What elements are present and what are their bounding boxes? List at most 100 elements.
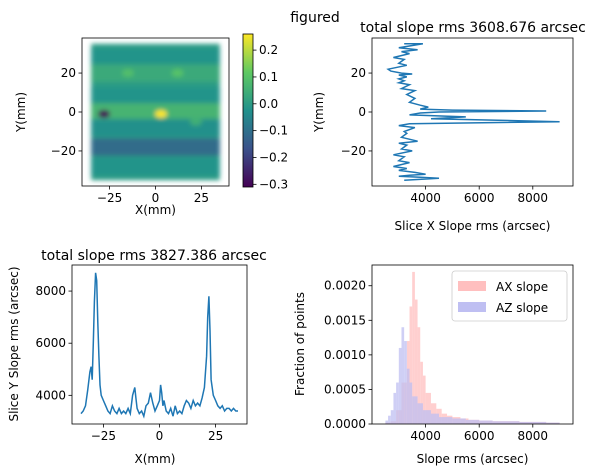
heatmap-feature	[189, 117, 202, 126]
histogram-ylabel: Fraction of points	[293, 292, 307, 396]
az-slope-bar	[430, 413, 439, 424]
histogram-ytick-label: 0.0000	[324, 417, 366, 431]
y-slope-ticks: −25 0 25 4000 6000 8000	[35, 284, 223, 443]
legend-swatch-az	[458, 302, 486, 312]
y-slope-xtick-label: 0	[156, 429, 164, 443]
heatmap-xtick-label: 25	[194, 191, 209, 205]
figure-suptitle: figured	[290, 10, 340, 26]
colorbar-tick-label: −0.1	[259, 124, 288, 138]
heatmap-xtick-label: 0	[152, 191, 160, 205]
ax-slope-bar	[412, 271, 415, 424]
az-slope-bar	[393, 392, 397, 424]
az-slope-bar	[506, 421, 520, 424]
legend-label-az: AZ slope	[496, 301, 548, 315]
heatmap-field	[91, 43, 220, 181]
heatmap-ytick-label: 0	[68, 105, 76, 119]
az-slope-bar	[388, 415, 391, 424]
heatmap-ticks: −25 0 25 −20 0 20	[51, 66, 209, 205]
az-slope-bar	[409, 382, 413, 424]
x-slope-ytick-label: 0	[358, 105, 366, 119]
x-slope-xtick-label: 4000	[410, 191, 441, 205]
az-slope-bar	[401, 327, 405, 424]
heatmap-feature	[98, 109, 111, 118]
heatmap-band	[91, 48, 220, 67]
heatmap-xlabel: X(mm)	[135, 203, 176, 217]
y-slope-xtick-label: 25	[208, 429, 223, 443]
y-slope-title: total slope rms 3827.386 arcsec	[41, 248, 267, 264]
ax-slope-bar	[409, 306, 413, 424]
ax-slope-bar	[417, 327, 421, 424]
heatmap-xtick-label: −25	[97, 191, 122, 205]
y-slope-ytick-label: 4000	[35, 388, 66, 402]
heatmap-ylabel: Y(mm)	[14, 92, 28, 133]
histogram-xtick-label: 4000	[410, 429, 441, 443]
heatmap-band	[91, 103, 220, 121]
az-slope-bar	[492, 421, 506, 424]
az-slope-bar	[452, 418, 466, 424]
x-slope-xlabel: Slice X Slope rms (arcsec)	[395, 219, 551, 233]
ax-slope-bar	[422, 375, 426, 424]
histogram-ticks: 4000 6000 8000 0.0000 0.0005 0.0010 0.0015 0.00…	[324, 279, 548, 443]
az-slope-bar	[422, 410, 431, 424]
heatmap-ytick-label: 20	[61, 66, 76, 80]
az-slope-bar	[404, 341, 407, 424]
histogram-panel: 4000 6000 8000 0.0000 0.0005 0.0010 0.0015 0.00…	[293, 264, 574, 466]
histogram-legend: AX slope AZ slope	[451, 270, 568, 322]
ax-slope-bar	[425, 392, 431, 424]
y-slope-xlabel: X(mm)	[135, 452, 176, 466]
histogram-ytick-label: 0.0005	[324, 382, 366, 396]
legend-label-ax: AX slope	[496, 280, 548, 294]
az-slope-bar	[546, 422, 560, 424]
x-slope-title: total slope rms 3608.676 arcsec	[360, 20, 586, 36]
colorbar-ticks: −0.3 −0.2 −0.1 0.0 0.1 0.2	[253, 43, 288, 191]
heatmap-band	[91, 138, 220, 156]
az-slope-bar	[396, 382, 399, 424]
legend-swatch-ax	[458, 281, 486, 291]
colorbar-tick-label: −0.3	[259, 177, 288, 191]
histogram-ytick-label: 0.0010	[324, 348, 366, 362]
x-slope-ytick-label: −20	[341, 144, 366, 158]
colorbar-tick-label: 0.1	[259, 70, 278, 84]
histogram-ytick-label: 0.0015	[324, 313, 366, 327]
az-slope-bar	[479, 420, 493, 424]
x-slope-panel: total slope rms 3608.676 arcsec 4000 6000…	[312, 20, 586, 233]
histogram-axes-frame	[371, 264, 574, 425]
y-slope-ylabel: Slice Y Slope rms (arcsec)	[7, 266, 21, 421]
x-slope-ylabel: Y(mm)	[312, 92, 326, 133]
heatmap-band	[91, 157, 220, 176]
az-slope-bar	[519, 421, 533, 424]
heatmap-panel: −25 0 25 −20 0 20 X(mm) Y(mm) −0.3 −0.2 −0.1 0.0…	[14, 33, 288, 217]
histogram-xtick-label: 6000	[464, 429, 495, 443]
histogram-bars	[385, 271, 560, 424]
x-slope-ticks: 4000 6000 8000 −20 0 20	[341, 66, 548, 205]
heatmap-band	[91, 118, 220, 137]
x-slope-xtick-label: 8000	[518, 191, 549, 205]
ax-slope-bar	[414, 299, 418, 424]
heatmap-image	[91, 43, 220, 181]
x-slope-xtick-label: 6000	[464, 191, 495, 205]
az-slope-bar	[465, 419, 480, 424]
az-slope-bar	[532, 421, 547, 424]
heatmap-ytick-label: −20	[51, 144, 76, 158]
heatmap-feature	[155, 109, 168, 118]
az-slope-bar	[385, 420, 389, 424]
colorbar-tick-label: 0.2	[259, 43, 278, 57]
ax-slope-bar	[420, 361, 423, 424]
az-slope-bar	[412, 396, 418, 424]
colorbar	[242, 33, 254, 188]
y-slope-series-line	[80, 272, 238, 419]
y-slope-ytick-label: 6000	[35, 336, 66, 350]
y-slope-panel: total slope rms 3827.386 arcsec −25 0 25 40…	[7, 248, 267, 466]
histogram-ytick-label: 0.0020	[324, 279, 366, 293]
y-slope-xtick-label: −25	[91, 429, 116, 443]
az-slope-bar	[398, 347, 402, 424]
heatmap-feature	[121, 69, 134, 78]
y-slope-ytick-label: 8000	[35, 284, 66, 298]
heatmap-band	[91, 64, 220, 82]
histogram-xtick-label: 8000	[518, 429, 549, 443]
az-slope-bar	[390, 410, 394, 424]
az-slope-bar	[417, 403, 423, 424]
colorbar-tick-label: 0.0	[259, 97, 278, 111]
x-slope-ytick-label: 20	[351, 66, 366, 80]
